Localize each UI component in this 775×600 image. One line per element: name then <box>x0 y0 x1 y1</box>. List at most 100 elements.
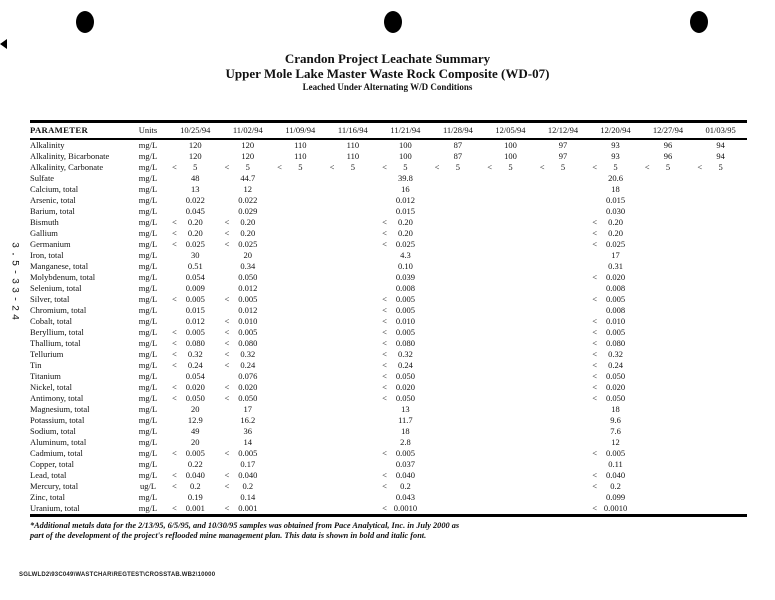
data-cell: 87 <box>432 139 485 151</box>
column-header-date: 12/27/94 <box>641 121 695 140</box>
data-cell: 0.012 <box>169 316 222 327</box>
less-than-flag: < <box>592 327 598 337</box>
data-cell <box>484 272 537 283</box>
data-cell <box>642 371 695 382</box>
cell-value: 18 <box>611 184 620 194</box>
data-cell <box>537 206 590 217</box>
table-row: Tin mg/L <0.24 <0.24 <0.24 <0.24 <box>30 360 747 371</box>
data-cell <box>537 305 590 316</box>
less-than-flag: < <box>224 393 230 403</box>
cell-value: 0.054 <box>185 272 205 282</box>
cell-value: 100 <box>504 151 517 161</box>
data-cell <box>432 404 485 415</box>
cell-value: 36 <box>243 426 253 436</box>
data-cell <box>274 426 327 437</box>
data-cell: 93 <box>589 139 642 151</box>
data-cell <box>327 382 380 393</box>
less-than-flag: < <box>172 217 177 227</box>
data-cell: <0.040 <box>379 470 432 481</box>
cell-value: 0.24 <box>397 360 413 370</box>
data-cell <box>694 492 747 503</box>
cell-value: 0.005 <box>185 327 205 337</box>
data-cell: 0.099 <box>589 492 642 503</box>
data-cell <box>327 250 380 261</box>
less-than-flag: < <box>382 349 387 359</box>
data-cell: <5 <box>694 162 747 173</box>
cell-value: 100 <box>504 140 517 150</box>
data-cell <box>327 294 380 305</box>
less-than-flag: < <box>697 162 703 172</box>
data-cell <box>537 481 590 492</box>
table-row: Cadmium, total mg/L <0.005 <0.005 <0.005 <0.0… <box>30 448 747 459</box>
data-cell <box>642 481 695 492</box>
units-value: mg/L <box>138 371 158 381</box>
data-cell: <0.020 <box>589 272 642 283</box>
data-cell: <0.010 <box>589 316 642 327</box>
cell-value: 0.025 <box>605 239 626 249</box>
data-cell <box>694 239 747 250</box>
data-cell: <0.005 <box>222 448 275 459</box>
cell-value: 0.076 <box>238 371 258 381</box>
data-cell <box>484 327 537 338</box>
data-cell: 94 <box>694 151 747 162</box>
table-row: Cobalt, total mg/L 0.012 <0.010 <0.010 <0.010 <box>30 316 747 327</box>
table-header-row: PARAMETER Units 10/25/94 11/02/94 11/09/94… <box>30 121 747 140</box>
cell-value: 0.2 <box>610 481 621 491</box>
data-cell: <0.025 <box>222 239 275 250</box>
less-than-flag: < <box>224 503 230 513</box>
cell-value: 0.045 <box>185 206 205 216</box>
column-header-units: Units <box>127 121 169 140</box>
data-cell <box>694 371 747 382</box>
parameter-name: Silver, total <box>30 294 70 304</box>
cell-value: 0.005 <box>605 294 626 304</box>
data-cell <box>642 283 695 294</box>
less-than-flag: < <box>487 162 492 172</box>
table-row: Aluminum, total mg/L 20 14 2.8 12 <box>30 437 747 448</box>
cell-value: 0.005 <box>238 294 258 304</box>
parameter-name: Sulfate <box>30 173 55 183</box>
data-cell: 110 <box>274 151 327 162</box>
cell-value: 0.020 <box>605 382 626 392</box>
cell-value: 94 <box>716 151 725 161</box>
less-than-flag: < <box>592 294 598 304</box>
units-value: mg/L <box>138 294 158 304</box>
data-cell <box>327 415 380 426</box>
data-cell: <0.20 <box>169 228 222 239</box>
data-cell: <0.050 <box>589 393 642 404</box>
data-cell <box>642 228 695 239</box>
cell-value: 0.0010 <box>393 503 418 513</box>
less-than-flag: < <box>382 305 387 315</box>
data-cell <box>484 371 537 382</box>
data-cell: <0.005 <box>379 448 432 459</box>
cell-value: 120 <box>188 140 202 150</box>
parameter-name: Alkalinity, Bicarbonate <box>30 151 110 161</box>
data-cell <box>274 338 327 349</box>
less-than-flag: < <box>172 162 177 172</box>
table-row: Antimony, total mg/L <0.050 <0.050 <0.050 <0.… <box>30 393 747 404</box>
less-than-flag: < <box>224 448 230 458</box>
cell-value: 87 <box>453 151 463 161</box>
cell-value: 0.039 <box>395 272 415 282</box>
data-cell <box>694 327 747 338</box>
cell-value: 0.020 <box>395 382 415 392</box>
cell-value: 0.32 <box>240 349 256 359</box>
data-cell: 100 <box>484 139 537 151</box>
data-cell: 20 <box>222 250 275 261</box>
data-cell <box>537 415 590 426</box>
data-cell <box>274 393 327 404</box>
table-row: Sulfate mg/L 48 44.7 39.8 20.6 <box>30 173 747 184</box>
title-block: Crandon Project Leachate Summary Upper M… <box>0 51 775 93</box>
cell-value: 13 <box>191 184 200 194</box>
data-cell: <0.24 <box>222 360 275 371</box>
data-cell: <0.050 <box>379 393 432 404</box>
data-cell <box>327 349 380 360</box>
data-cell <box>432 173 485 184</box>
cell-value: 0.029 <box>238 206 258 216</box>
data-cell: 97 <box>537 151 590 162</box>
table-row: Potassium, total mg/L 12.9 16.2 11.7 9.6 <box>30 415 747 426</box>
data-cell <box>537 492 590 503</box>
cell-value: 0.020 <box>605 272 626 282</box>
data-cell <box>694 404 747 415</box>
data-cell <box>694 272 747 283</box>
parameter-name: Selenium, total <box>30 283 82 293</box>
